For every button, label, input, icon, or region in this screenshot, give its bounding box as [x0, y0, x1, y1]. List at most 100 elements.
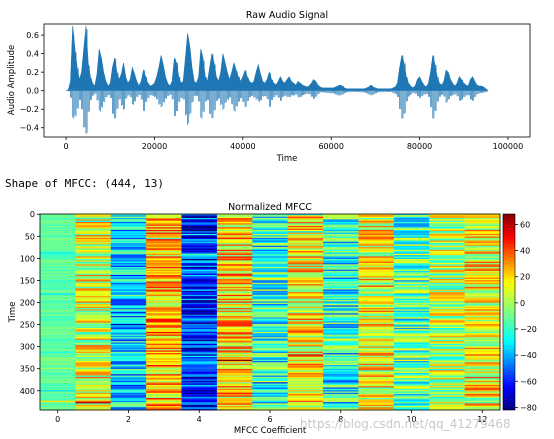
mfcc-cell	[40, 252, 76, 255]
mfcc-cell	[75, 249, 112, 252]
mfcc-cell	[110, 272, 147, 274]
mfcc-cell	[287, 264, 324, 266]
mfcc-cell	[216, 372, 253, 375]
mfcc-cell	[40, 243, 76, 245]
mfcc-cell	[110, 376, 147, 379]
mfcc-cell	[252, 273, 288, 276]
mfcc-cell	[252, 312, 288, 314]
mfcc-cell	[40, 315, 76, 318]
mfcc-cell	[323, 253, 359, 256]
mfcc-cell	[146, 288, 182, 290]
mfcc-cell	[358, 350, 395, 353]
mfcc-cell	[358, 390, 395, 392]
mfcc-cell	[181, 343, 218, 346]
mfcc-cell	[393, 317, 430, 319]
mfcc-cell	[287, 343, 324, 346]
mfcc-cell	[181, 321, 218, 323]
mfcc-cell	[429, 270, 465, 273]
mfcc-cell	[75, 278, 112, 281]
mfcc-cell	[323, 384, 359, 387]
mfcc-cell	[358, 217, 395, 220]
mfcc-cell	[287, 331, 324, 334]
mfcc-cell	[75, 298, 112, 301]
mfcc-cell	[393, 252, 430, 255]
mfcc-cell	[287, 269, 324, 272]
mfcc-cell	[464, 388, 501, 391]
audio-x-tick-label: 40000	[230, 142, 255, 151]
mfcc-cell	[429, 312, 465, 314]
mfcc-cell	[287, 396, 324, 399]
mfcc-cell	[146, 334, 182, 337]
mfcc-cell	[358, 237, 395, 240]
mfcc-cell	[358, 380, 395, 383]
mfcc-cell	[216, 335, 253, 338]
mfcc-cell	[216, 349, 253, 351]
mfcc-cell	[429, 297, 465, 300]
mfcc-cell	[464, 269, 501, 272]
mfcc-cell	[393, 217, 430, 220]
mfcc-cell	[464, 321, 501, 323]
mfcc-y-tick-label: 100	[20, 254, 35, 263]
mfcc-cell	[181, 392, 218, 395]
mfcc-cell	[323, 380, 359, 383]
mfcc-cell	[110, 386, 147, 388]
mfcc-cell	[75, 217, 112, 220]
mfcc-cell	[252, 270, 288, 273]
mfcc-cell	[429, 290, 465, 293]
mfcc-cell	[429, 376, 465, 379]
mfcc-cell	[146, 375, 182, 378]
mfcc-cell	[252, 256, 288, 258]
mfcc-cell	[323, 227, 359, 229]
mfcc-cell	[75, 293, 112, 296]
mfcc-cell	[146, 398, 182, 400]
mfcc-cell	[393, 371, 430, 374]
mfcc-cell	[146, 273, 182, 276]
mfcc-cell	[464, 402, 501, 404]
mfcc-cell	[287, 339, 324, 342]
mfcc-cell	[40, 298, 76, 301]
mfcc-cell	[393, 406, 430, 408]
mfcc-cell	[216, 225, 253, 228]
mfcc-cell	[393, 216, 430, 219]
mfcc-cell	[110, 302, 147, 305]
mfcc-cell	[216, 266, 253, 269]
mfcc-cell	[252, 364, 288, 367]
mfcc-cell	[393, 334, 430, 337]
mfcc-cell	[181, 285, 218, 288]
mfcc-cell	[464, 408, 501, 411]
mfcc-cell	[464, 288, 501, 290]
mfcc-cell	[429, 293, 465, 296]
mfcc-cell	[393, 318, 430, 321]
mfcc-cell	[216, 278, 253, 281]
mfcc-cell	[323, 335, 359, 338]
mfcc-cell	[181, 374, 218, 376]
mfcc-cell	[393, 399, 430, 402]
mfcc-cell	[216, 300, 253, 302]
mfcc-cell	[429, 232, 465, 235]
mfcc-cell	[429, 406, 465, 408]
mfcc-cell	[216, 343, 253, 346]
mfcc-cell	[464, 301, 501, 304]
mfcc-cell	[40, 331, 76, 334]
mfcc-cell	[429, 341, 465, 343]
mfcc-cell	[40, 245, 76, 248]
mfcc-cell	[146, 302, 182, 305]
mfcc-cell	[287, 408, 324, 411]
mfcc-cell	[429, 318, 465, 321]
mfcc-cell	[216, 251, 253, 253]
mfcc-cell	[323, 251, 359, 253]
mfcc-cell	[287, 237, 324, 240]
mfcc-cell	[393, 333, 430, 335]
mfcc-cell	[358, 382, 395, 384]
mfcc-cell	[252, 276, 288, 278]
colorbar-tick-label: 60	[520, 220, 530, 229]
mfcc-cell	[146, 339, 182, 342]
mfcc-cell	[323, 315, 359, 318]
mfcc-cell	[429, 387, 465, 390]
mfcc-cell	[429, 215, 465, 217]
mfcc-cell	[429, 251, 465, 253]
mfcc-cell	[429, 368, 465, 371]
mfcc-cell	[287, 390, 324, 392]
mfcc-cell	[393, 366, 430, 368]
mfcc-cell	[464, 249, 501, 252]
